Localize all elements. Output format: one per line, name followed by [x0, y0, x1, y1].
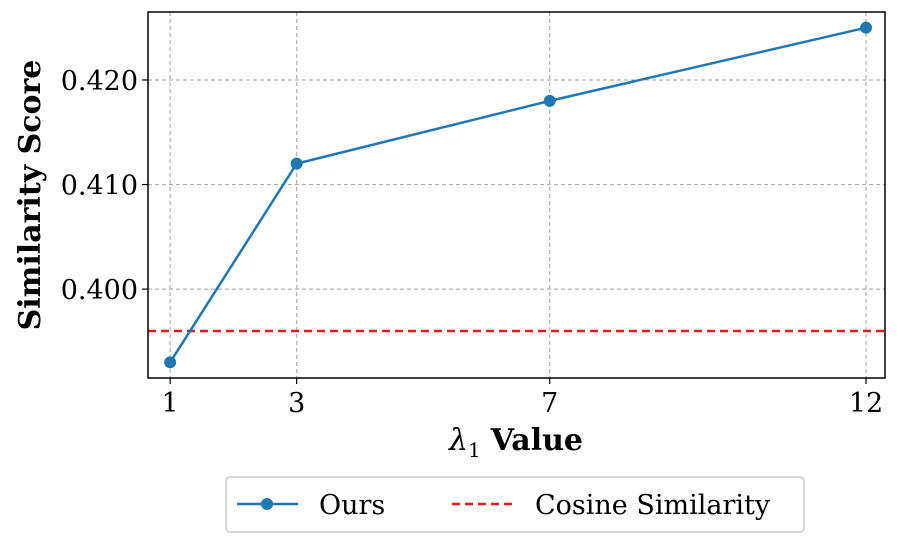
y-axis-ticks: 0.400 0.410 0.420 [61, 66, 148, 306]
data-point [164, 356, 177, 369]
x-tick-label: 1 [162, 388, 179, 419]
plot-area [147, 11, 886, 379]
legend-cosine-label: Cosine Similarity [535, 490, 771, 521]
x-axis-title-symbol: λ [448, 423, 468, 458]
y-axis-title: Similarity Score [13, 60, 48, 331]
x-tick-label: 12 [849, 388, 883, 419]
series-lines [164, 21, 873, 369]
data-point [290, 157, 303, 170]
y-tick-label: 0.410 [61, 171, 138, 202]
legend: Ours Cosine Similarity [225, 476, 805, 533]
data-point [860, 21, 873, 34]
y-tick-label: 0.400 [61, 275, 138, 306]
x-axis-title-subscript: 1 [468, 438, 481, 462]
y-tick-label: 0.420 [61, 66, 138, 97]
x-tick-label: 7 [541, 388, 558, 419]
x-axis-title-text: Value [490, 423, 583, 458]
series-line-ours [169, 26, 867, 363]
grid-lines [148, 12, 885, 378]
legend-box [225, 476, 805, 533]
legend-ours-label: Ours [319, 490, 385, 521]
x-axis-ticks: 1 3 7 12 [162, 378, 883, 419]
legend-ours-marker [261, 498, 273, 510]
data-point [543, 94, 556, 107]
x-axis-title: λ1 Value [448, 423, 583, 462]
x-tick-label: 3 [288, 388, 305, 419]
